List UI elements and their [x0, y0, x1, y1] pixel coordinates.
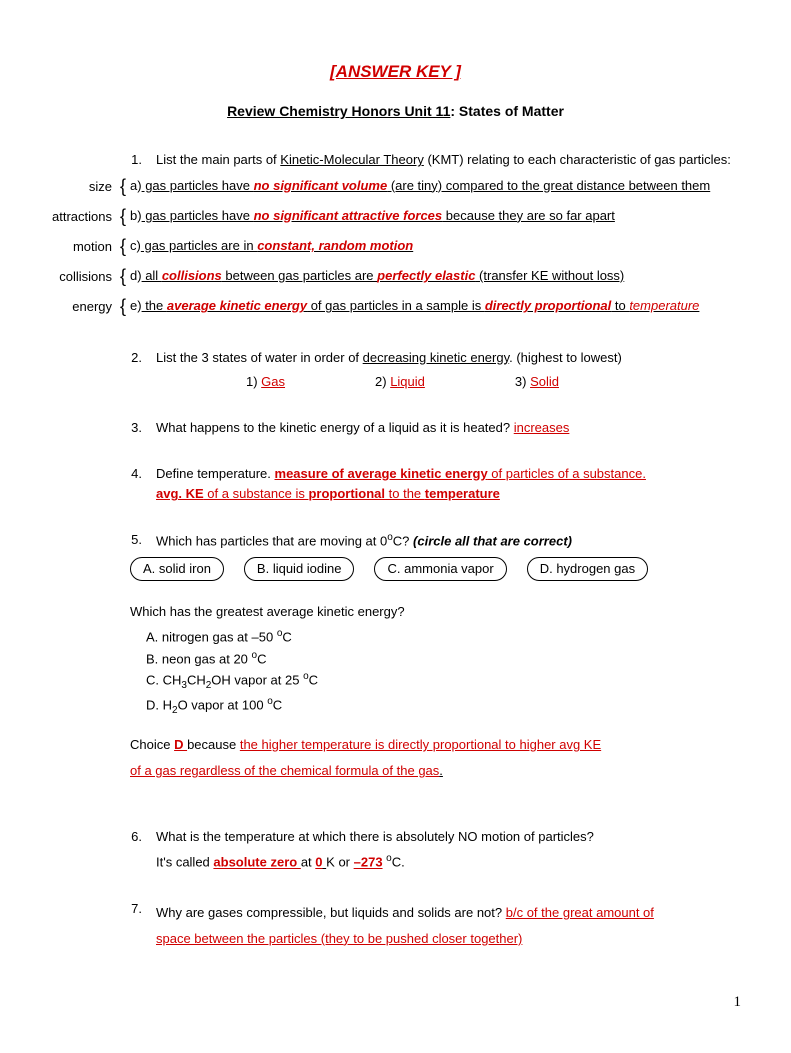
worksheet-subtitle: Review Chemistry Honors Unit 11: States … — [50, 102, 741, 122]
q1-item-motion: motion { c) gas particles are in constan… — [50, 236, 741, 256]
q7-text: Why are gases compressible, but liquids … — [156, 900, 741, 952]
q5-part2: Which has the greatest average kinetic e… — [130, 603, 741, 784]
q3-text: What happens to the kinetic energy of a … — [156, 419, 741, 437]
q5-part2-prompt: Which has the greatest average kinetic e… — [130, 603, 741, 621]
q1-item-collisions: collisions { d) all collisions between g… — [50, 266, 741, 286]
q5-options: A. nitrogen gas at –50 oC B. neon gas at… — [146, 627, 741, 718]
subtitle-unit: Review Chemistry Honors Unit 11 — [227, 103, 450, 119]
q1-label-energy: energy — [50, 296, 116, 316]
q5-number: 5. — [116, 531, 156, 549]
q1d-answer: all collisions between gas particles are… — [142, 268, 625, 283]
q1e-letter: e) — [130, 298, 142, 313]
q4-text: Define temperature. measure of average k… — [156, 465, 741, 503]
brace-icon: { — [116, 297, 130, 315]
q7-row: 7. Why are gases compressible, but liqui… — [50, 900, 741, 952]
q5-opt-d: D. H2O vapor at 100 oC — [146, 695, 741, 718]
q1-label-size: size — [50, 176, 116, 196]
q4-number: 4. — [116, 465, 156, 483]
q1-label-motion: motion — [50, 236, 116, 256]
q6-row: 6. What is the temperature at which ther… — [50, 828, 741, 872]
q6-text: What is the temperature at which there i… — [156, 828, 741, 872]
q1e-answer: the average kinetic energy of gas partic… — [142, 298, 700, 313]
q2-row: 2. List the 3 states of water in order o… — [50, 349, 741, 391]
q1-label-collisions: collisions — [50, 266, 116, 286]
q1-text-b: (KMT) relating to each characteristic of… — [424, 152, 731, 167]
q5-choice-explain: Choice D because the higher temperature … — [130, 732, 741, 784]
q1b-answer: gas particles have no significant attrac… — [142, 208, 615, 223]
q5-opt-b: B. neon gas at 20 oC — [146, 649, 741, 669]
subtitle-topic: : States of Matter — [450, 103, 564, 119]
q1d-letter: d) — [130, 268, 142, 283]
brace-icon: { — [116, 237, 130, 255]
q1c-answer: gas particles are in constant, random mo… — [141, 238, 413, 253]
q7-number: 7. — [116, 900, 156, 918]
q1-answer-list: size { a) gas particles have no signific… — [50, 176, 741, 317]
q1-item-energy: energy { e) the average kinetic energy o… — [50, 296, 741, 316]
answer-key-title: [ANSWER KEY ] — [50, 60, 741, 84]
q3-row: 3. What happens to the kinetic energy of… — [50, 419, 741, 437]
page-number: 1 — [50, 992, 741, 1013]
q5-choice-b: B. liquid iodine — [244, 557, 355, 581]
q1-label-attractions: attractions — [50, 206, 116, 226]
q2-states-row: 1) Gas 2) Liquid 3) Solid — [246, 373, 741, 391]
q6-number: 6. — [116, 828, 156, 846]
q1-item-attractions: attractions { b) gas particles have no s… — [50, 206, 741, 226]
q5-opt-c: C. CH3CH2OH vapor at 25 oC — [146, 670, 741, 693]
q1-text-underlined: Kinetic-Molecular Theory — [280, 152, 424, 167]
q5-choice-c: C. ammonia vapor — [374, 557, 506, 581]
q4-line2: avg. KE of a substance is proportional t… — [156, 485, 741, 503]
q1a-letter: a) — [130, 178, 142, 193]
q3-number: 3. — [116, 419, 156, 437]
q2-state-2: 2) Liquid — [375, 373, 425, 391]
q1b-letter: b) — [130, 208, 142, 223]
q1c-letter: c) — [130, 238, 141, 253]
q5-choices: A. solid iron B. liquid iodine C. ammoni… — [130, 557, 741, 581]
brace-icon: { — [116, 177, 130, 195]
q5-row: 5. Which has particles that are moving a… — [50, 531, 741, 551]
q1-prompt: List the main parts of Kinetic-Molecular… — [156, 151, 741, 169]
q2-prompt: List the 3 states of water in order of d… — [156, 349, 741, 391]
q2-number: 2. — [116, 349, 156, 367]
q1a-answer: gas particles have no significant volume… — [142, 178, 711, 193]
q2-state-3: 3) Solid — [515, 373, 559, 391]
q4-answer-main: measure of average kinetic energy — [275, 466, 488, 481]
brace-icon: { — [116, 267, 130, 285]
brace-icon: { — [116, 207, 130, 225]
q1-text-a: List the main parts of — [156, 152, 280, 167]
q1-item-size: size { a) gas particles have no signific… — [50, 176, 741, 196]
q5-text: Which has particles that are moving at 0… — [156, 531, 741, 551]
q1-prompt-row: 1. List the main parts of Kinetic-Molecu… — [50, 151, 741, 169]
q2-state-1: 1) Gas — [246, 373, 285, 391]
q5-choice-d: D. hydrogen gas — [527, 557, 648, 581]
q1-number: 1. — [116, 151, 156, 169]
q6-answer-line: It's called absolute zero at 0 K or –273… — [156, 852, 741, 872]
q3-answer: increases — [514, 420, 570, 435]
q5-choice-a: A. solid iron — [130, 557, 224, 581]
q5-opt-a: A. nitrogen gas at –50 oC — [146, 627, 741, 647]
q4-row: 4. Define temperature. measure of averag… — [50, 465, 741, 503]
